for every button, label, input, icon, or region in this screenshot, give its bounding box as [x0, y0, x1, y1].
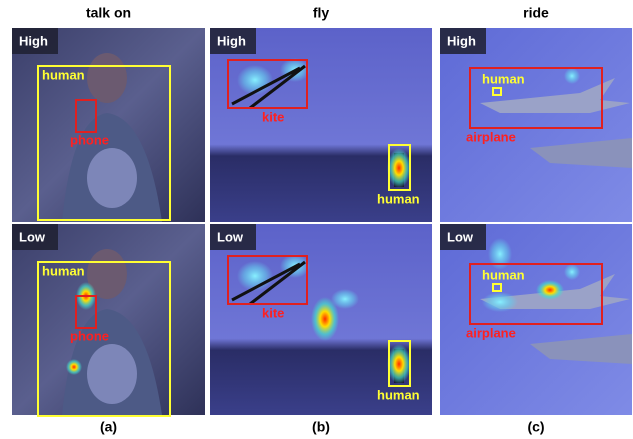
- heat: [482, 292, 518, 312]
- photo: [440, 28, 632, 222]
- box-label: human: [377, 191, 420, 206]
- person-head: [87, 53, 127, 103]
- column-title: ride: [523, 5, 549, 21]
- box-label: kite: [262, 305, 284, 320]
- box-label: phone: [70, 132, 109, 147]
- heat: [66, 359, 82, 375]
- tag: Low: [217, 229, 244, 244]
- tag: High: [447, 33, 476, 48]
- heat: [564, 264, 580, 280]
- box-label: airplane: [466, 325, 516, 340]
- shirt-print: [87, 148, 137, 208]
- tag: High: [217, 33, 246, 48]
- box-label: human: [482, 267, 525, 282]
- box-label: human: [377, 387, 420, 402]
- shirt-print: [87, 344, 137, 404]
- photo: [440, 224, 632, 415]
- caption: (c): [527, 419, 544, 435]
- tag: Low: [19, 229, 46, 244]
- figure: talk on (a) High human phone Low human phone fly…: [0, 0, 633, 439]
- box-label: human: [42, 67, 85, 82]
- box-label: airplane: [466, 129, 516, 144]
- heat: [488, 238, 512, 270]
- heat: [536, 280, 564, 300]
- heat: [387, 148, 411, 188]
- caption: (b): [312, 419, 330, 435]
- box-label: kite: [262, 109, 284, 124]
- tag: Low: [447, 229, 474, 244]
- caption: (a): [100, 419, 117, 435]
- box-label: phone: [70, 328, 109, 343]
- heat: [331, 289, 359, 309]
- heat: [564, 68, 580, 84]
- column-title: fly: [313, 5, 330, 21]
- column-title: talk on: [86, 5, 131, 21]
- box-label: human: [482, 71, 525, 86]
- heat: [387, 344, 411, 384]
- tag: High: [19, 33, 48, 48]
- box-label: human: [42, 263, 85, 278]
